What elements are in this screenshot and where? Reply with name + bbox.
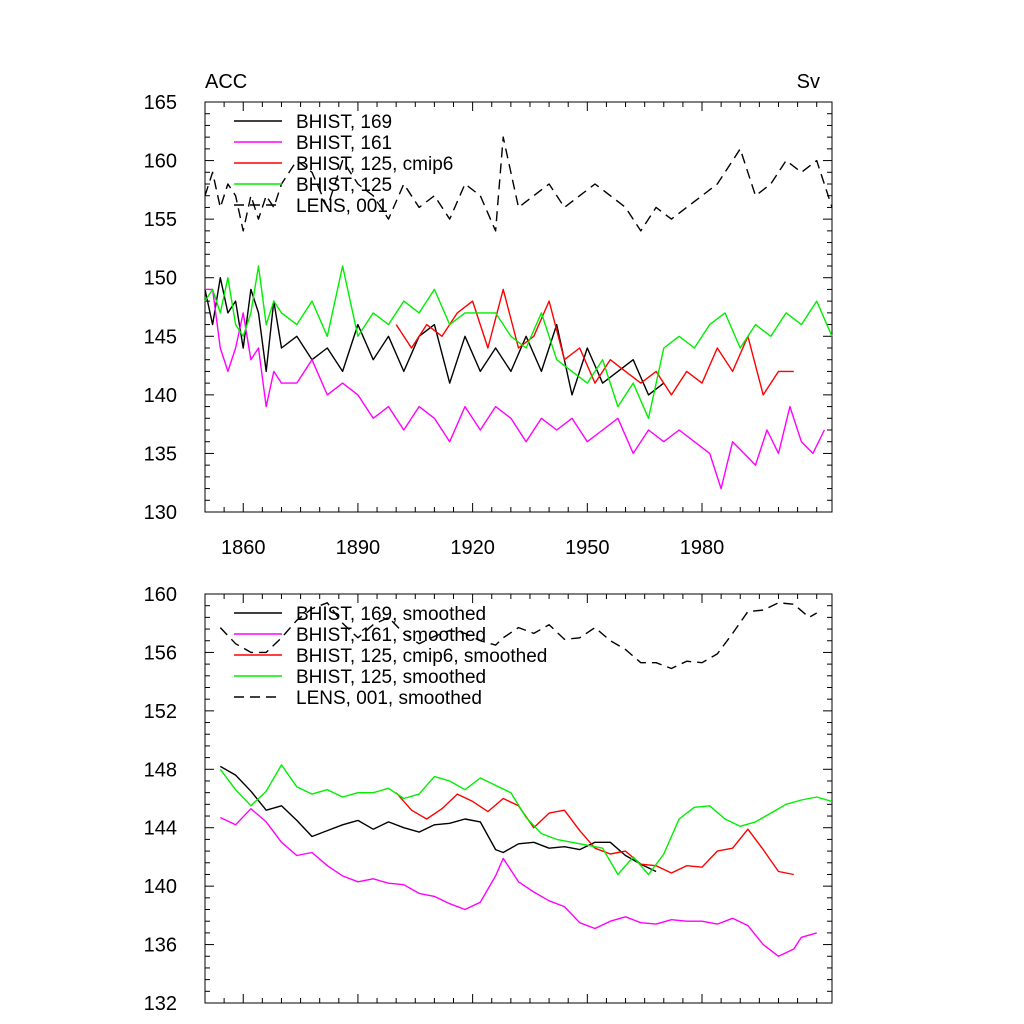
panel-title-right: Sv bbox=[797, 71, 820, 93]
x-tick-label: 1860 bbox=[221, 537, 266, 559]
y-tick-label: 144 bbox=[144, 818, 177, 840]
series-line-1 bbox=[204, 277, 665, 396]
legend-label: BHIST, 161 bbox=[296, 133, 392, 154]
series-line-3 bbox=[395, 288, 794, 396]
y-tick-label: 155 bbox=[144, 209, 177, 231]
y-tick-label: 160 bbox=[144, 151, 177, 173]
legend-label: BHIST, 125, cmip6, smoothed bbox=[296, 646, 547, 667]
y-tick-label: 145 bbox=[144, 326, 177, 348]
series-line-1 bbox=[219, 765, 657, 873]
panel-title-left: ACC bbox=[205, 71, 247, 93]
y-tick-label: 135 bbox=[144, 443, 177, 465]
y-tick-label: 150 bbox=[144, 268, 177, 290]
x-tick-label: 1980 bbox=[680, 537, 725, 559]
y-tick-label: 132 bbox=[144, 993, 177, 1015]
series-line-4 bbox=[219, 764, 833, 876]
y-tick-label: 148 bbox=[144, 759, 177, 781]
x-tick-label: 1920 bbox=[450, 537, 495, 559]
legend-label: BHIST, 125, smoothed bbox=[296, 667, 486, 688]
y-tick-label: 165 bbox=[144, 92, 177, 114]
legend-label: BHIST, 169, smoothed bbox=[296, 604, 486, 625]
series-line-3 bbox=[395, 792, 794, 876]
y-tick-label: 160 bbox=[144, 584, 177, 606]
plot-frame bbox=[204, 101, 833, 513]
x-tick-label: 1950 bbox=[565, 537, 610, 559]
legend-label: BHIST, 125, cmip6 bbox=[296, 154, 453, 175]
y-tick-label: 130 bbox=[144, 502, 177, 524]
panel-1: 130 135 140 145 150 155 160 165 1860 1890 1920 1950… bbox=[144, 71, 833, 559]
series-line-2 bbox=[219, 808, 817, 957]
y-tick-label: 156 bbox=[144, 642, 177, 664]
plot-frame bbox=[204, 593, 833, 1004]
legend-label: BHIST, 169 bbox=[296, 112, 392, 133]
y-tick-label: 152 bbox=[144, 701, 177, 723]
legend-label: LENS, 001 bbox=[296, 196, 388, 217]
series-line-4 bbox=[204, 265, 833, 419]
legend-label: BHIST, 161, smoothed bbox=[296, 625, 486, 646]
y-tick-label: 136 bbox=[144, 935, 177, 957]
y-tick-label: 140 bbox=[144, 385, 177, 407]
panel-2: 132 136 140 144 148 152 156 160 BHIST, 169, smoo… bbox=[144, 584, 833, 1015]
series-line-2 bbox=[205, 288, 826, 490]
x-tick-label: 1890 bbox=[336, 537, 381, 559]
series-line-5 bbox=[219, 602, 818, 670]
series-line-5 bbox=[204, 136, 833, 232]
y-tick-label: 140 bbox=[144, 876, 177, 898]
legend-label: LENS, 001, smoothed bbox=[296, 688, 482, 709]
legend-label: BHIST, 125 bbox=[296, 175, 392, 196]
